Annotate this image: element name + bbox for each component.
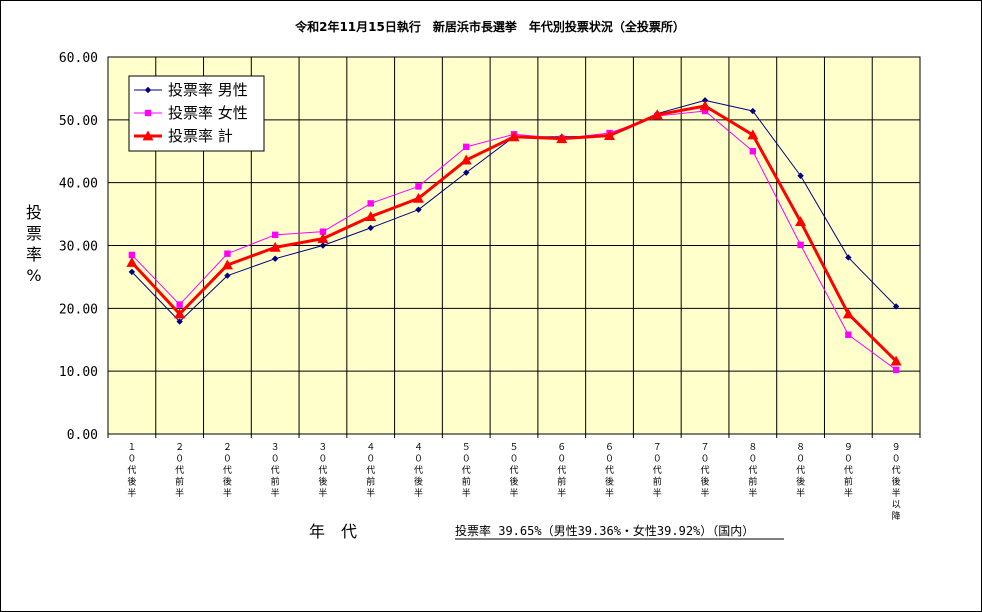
x-axis-categories: １０代後半 ２０代前半 ２０代後半 ３０代前半 ３０代後半 ４０代前半 ４０代後半 ５０代前半… xyxy=(127,443,900,522)
triangle-marker xyxy=(795,216,807,227)
diamond-marker xyxy=(415,206,422,213)
square-marker xyxy=(892,366,900,374)
diamond-marker xyxy=(271,255,279,262)
legend-item: 投票率 計 xyxy=(134,127,233,145)
triangle-marker xyxy=(142,130,154,141)
y-axis-label-text: 投票率% xyxy=(26,203,42,285)
diamond-marker xyxy=(224,272,231,279)
legend-item: 投票率 女性 xyxy=(134,104,248,122)
triangle-marker xyxy=(508,131,520,142)
x-category-label: ７０代後半 xyxy=(701,443,710,499)
diamond-marker xyxy=(701,97,709,104)
x-category-label: ３０代後半 xyxy=(318,443,327,499)
triangle-marker xyxy=(747,129,759,140)
x-category-label: ８０代前半 xyxy=(748,443,757,499)
square-marker xyxy=(176,301,183,308)
triangle-marker xyxy=(651,109,663,120)
series-3 xyxy=(126,100,902,366)
x-category-label: ６０代前半 xyxy=(557,443,566,499)
legend-item: 投票率 男性 xyxy=(134,81,248,99)
diamond-marker xyxy=(319,242,327,249)
triangle-marker xyxy=(269,241,281,252)
x-category-label: ４０代後半 xyxy=(414,443,423,499)
diamond-marker xyxy=(749,107,757,115)
x-category-label: ２０代後半 xyxy=(223,443,232,499)
y-tick-label: 10.00 xyxy=(59,365,98,380)
x-category-label: ２０代前半 xyxy=(175,443,184,499)
triangle-marker xyxy=(174,308,186,319)
y-axis-label: 投票率% xyxy=(26,203,42,285)
y-tick-label: 20.00 xyxy=(59,302,98,317)
diamond-marker xyxy=(176,318,183,325)
y-tick-label: 30.00 xyxy=(59,240,98,255)
triangle-marker xyxy=(556,133,568,144)
diamond-marker xyxy=(144,86,152,94)
x-axis-label: 年 代 xyxy=(309,522,357,541)
triangle-marker xyxy=(460,154,472,165)
x-category-label: ６０代後半 xyxy=(605,443,614,499)
square-marker xyxy=(845,331,852,338)
triangle-marker xyxy=(221,259,233,270)
square-marker xyxy=(367,200,374,207)
y-tick-label: 50.00 xyxy=(59,114,98,129)
y-axis-ticks: 0.00 10.00 20.00 30.00 40.00 50.00 60.00 xyxy=(59,51,98,443)
square-marker xyxy=(271,231,279,239)
turnout-summary-note: 投票率 39.65%（男性39.36%・女性39.92%）（国内） xyxy=(455,523,754,538)
diamond-marker xyxy=(463,169,470,176)
triangle-marker xyxy=(412,192,424,203)
diamond-marker xyxy=(845,254,852,261)
x-category-label: ５０代前半 xyxy=(462,443,471,499)
series-group xyxy=(126,97,902,374)
triangle-marker xyxy=(365,211,377,221)
y-tick-label: 40.00 xyxy=(59,177,98,192)
square-marker xyxy=(797,241,804,249)
triangle-marker xyxy=(890,355,902,366)
diamond-marker xyxy=(367,224,374,232)
x-category-label: ４０代前半 xyxy=(366,443,375,499)
y-tick-label: 60.00 xyxy=(59,51,98,66)
square-marker xyxy=(415,183,422,190)
square-marker xyxy=(224,250,231,257)
square-marker xyxy=(463,143,470,151)
triangle-marker xyxy=(842,308,854,319)
square-marker xyxy=(749,148,757,155)
square-marker xyxy=(701,107,709,115)
diamond-marker xyxy=(128,268,136,276)
x-category-label: ５０代後半 xyxy=(509,443,518,499)
square-marker xyxy=(144,109,152,117)
diamond-marker xyxy=(797,172,804,179)
x-category-label: ３０代前半 xyxy=(271,443,280,499)
diamond-marker xyxy=(892,303,900,310)
legend-label: 投票率 女性 xyxy=(168,104,248,122)
legend-label: 投票率 計 xyxy=(168,127,233,145)
square-marker xyxy=(319,228,327,235)
x-category-label: ８０代後半 xyxy=(796,443,805,499)
x-category-label: ９０代後半以降 xyxy=(892,443,901,522)
chart-title: 令和2年11月15日執行 新居浜市長選挙 年代別投票状況（全投票所） xyxy=(294,19,685,34)
triangle-marker xyxy=(126,256,138,267)
triangle-marker xyxy=(317,233,329,243)
x-category-label: ７０代前半 xyxy=(653,443,662,499)
x-category-label: ９０代前半 xyxy=(844,443,853,499)
square-marker xyxy=(128,251,136,259)
legend-label: 投票率 男性 xyxy=(168,81,248,99)
triangle-marker xyxy=(604,130,616,140)
x-category-label: １０代後半 xyxy=(127,443,136,499)
y-tick-label: 0.00 xyxy=(67,428,98,443)
triangle-marker xyxy=(699,100,711,111)
